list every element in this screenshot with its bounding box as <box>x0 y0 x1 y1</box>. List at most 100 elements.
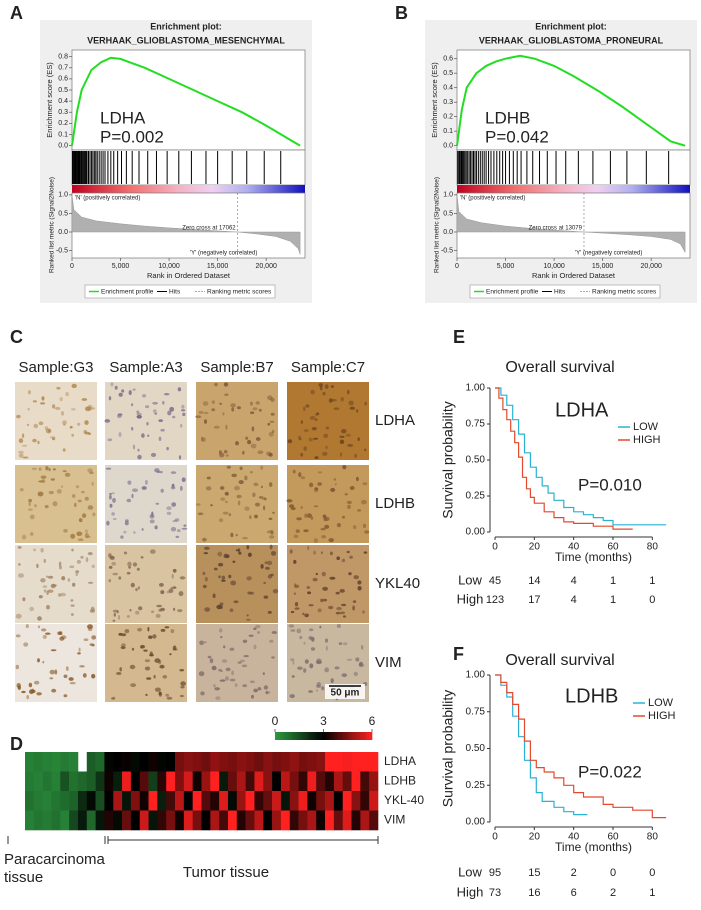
colorbar-step <box>335 732 339 740</box>
nucleus <box>142 394 147 398</box>
y-tick-label: 1.00 <box>466 383 486 394</box>
heatmap-cell <box>42 771 52 792</box>
heatmap-cell <box>342 810 352 831</box>
negative-label: 'Y' (negatively correlated) <box>575 251 642 257</box>
nucleus <box>19 488 24 492</box>
nucleus <box>225 676 229 681</box>
nucleus <box>181 477 186 483</box>
nucleus <box>109 555 115 560</box>
nucleus <box>180 486 183 491</box>
nucleus <box>29 514 35 520</box>
nucleus <box>128 390 132 396</box>
tissue <box>287 545 369 623</box>
nucleus <box>362 610 365 614</box>
nucleus <box>303 641 306 645</box>
nucleus <box>181 404 185 409</box>
nucleus <box>229 678 236 682</box>
nucleus <box>231 473 237 478</box>
nucleus <box>272 589 279 594</box>
nucleus <box>293 559 297 564</box>
nucleus <box>237 500 241 506</box>
ihc-image <box>104 382 187 460</box>
risk-count: 4 <box>571 575 577 587</box>
nucleus <box>226 465 231 469</box>
heatmap-cell <box>122 810 132 831</box>
heatmap-cell <box>219 810 229 831</box>
legend-label: LOW <box>648 697 674 709</box>
nucleus <box>75 485 80 489</box>
heatmap-cell <box>86 771 96 792</box>
es-curve <box>71 56 301 147</box>
nucleus <box>71 613 74 616</box>
heatmap-cell <box>289 791 299 811</box>
nucleus <box>331 398 337 402</box>
nucleus <box>213 567 218 571</box>
heatmap-cell <box>307 752 317 772</box>
nucleus <box>76 531 83 537</box>
nucleus <box>65 392 69 397</box>
survival-curve <box>495 387 633 530</box>
nucleus <box>166 506 172 511</box>
nucleus <box>170 486 176 490</box>
nucleus <box>204 641 207 644</box>
panel-label: F <box>453 644 464 664</box>
heatmap-cell <box>272 752 282 772</box>
nucleus <box>353 575 359 580</box>
es-curve <box>456 54 686 147</box>
nucleus <box>135 610 140 615</box>
nucleus <box>229 647 235 651</box>
nucleus <box>82 513 87 518</box>
nucleus <box>338 642 343 645</box>
nucleus <box>231 407 235 412</box>
heatmap-cell <box>166 810 176 831</box>
nucleus <box>215 696 221 701</box>
nucleus <box>313 550 316 555</box>
nucleus <box>219 605 223 610</box>
heatmap-cell <box>333 771 344 792</box>
heatmap-cell <box>333 810 344 831</box>
nucleus <box>83 430 88 434</box>
nucleus <box>323 433 329 438</box>
nucleus <box>313 538 318 543</box>
gene-label: LDHA <box>100 108 146 127</box>
heatmap-cell <box>175 810 185 831</box>
nucleus <box>151 610 155 614</box>
risk-count: 45 <box>489 575 501 587</box>
nucleus <box>236 494 242 499</box>
nucleus <box>15 613 22 619</box>
heatmap-cell <box>369 752 379 772</box>
nucleus <box>221 659 228 663</box>
x-tick-label: 20 <box>529 542 541 553</box>
nucleus <box>171 573 174 579</box>
nucleus <box>270 531 274 535</box>
nucleus <box>22 433 25 438</box>
nucleus <box>132 388 136 391</box>
nucleus <box>233 600 239 604</box>
nucleus <box>89 471 94 475</box>
ihc-image <box>105 465 188 543</box>
nucleus <box>329 576 336 580</box>
nucleus <box>230 532 234 538</box>
row-label: LDHB <box>384 773 416 787</box>
nucleus <box>166 696 173 700</box>
nucleus <box>310 516 314 520</box>
y-tick-label: 0.00 <box>466 527 486 538</box>
heatmap-cell <box>236 752 246 772</box>
nucleus <box>110 382 114 387</box>
nucleus <box>91 407 96 410</box>
heatmap-cell <box>289 771 299 792</box>
risk-row-label: Low <box>458 864 482 879</box>
nucleus <box>251 694 254 699</box>
colorbar-step <box>359 732 363 740</box>
nucleus <box>252 407 258 411</box>
nucleus <box>18 450 24 454</box>
nucleus <box>126 615 130 618</box>
nucleus <box>341 558 346 563</box>
nucleus <box>316 658 322 664</box>
nucleus <box>357 437 360 442</box>
nucleus <box>260 465 264 470</box>
heatmap-cell <box>201 810 211 831</box>
nucleus <box>37 440 40 445</box>
nucleus <box>162 675 168 679</box>
nucleus <box>362 482 368 486</box>
